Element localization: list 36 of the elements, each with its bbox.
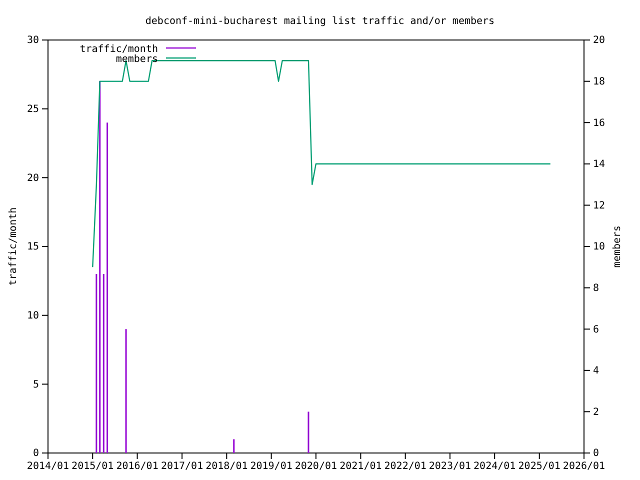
y2-tick-label: 8 — [593, 283, 600, 294]
x-tick-label: 2024/01 — [474, 461, 516, 472]
y2-tick-label: 20 — [593, 35, 606, 46]
x-tick-label: 2018/01 — [206, 461, 248, 472]
x-tick-label: 2015/01 — [72, 461, 114, 472]
y2-tick-label: 2 — [593, 406, 600, 418]
y2-tick-label: 0 — [593, 448, 600, 460]
y-axis-title: traffic/month — [8, 207, 19, 286]
x-tick-label: 2022/01 — [384, 461, 426, 472]
y-tick-label: 10 — [26, 310, 39, 322]
y-tick-label: 15 — [26, 242, 39, 253]
legend-label: members — [116, 54, 158, 65]
y-tick-label: 20 — [26, 172, 39, 184]
x-tick-label: 2025/01 — [518, 461, 560, 472]
y-tick-label: 5 — [32, 379, 39, 390]
legend-label: traffic/month — [80, 44, 158, 55]
y2-tick-label: 14 — [593, 159, 606, 170]
x-tick-label: 2017/01 — [160, 461, 204, 472]
x-tick-label: 2023/01 — [428, 461, 472, 472]
y2-tick-label: 18 — [593, 76, 606, 88]
y-tick-label: 30 — [26, 35, 39, 46]
chart-title: debconf-mini-bucharest mailing list traffic and/or members — [145, 16, 495, 27]
y2-tick-label: 16 — [593, 118, 606, 129]
x-tick-label: 2016/01 — [116, 461, 158, 472]
y-tick-label: 25 — [26, 104, 39, 116]
y2-tick-label: 4 — [593, 366, 600, 377]
x-tick-label: 2019/01 — [250, 461, 292, 472]
x-tick-label: 2014/01 — [26, 461, 70, 472]
y2-tick-label: 10 — [593, 242, 606, 253]
y-tick-label: 0 — [32, 448, 39, 460]
y2-tick-label: 6 — [593, 324, 600, 336]
y2-tick-label: 12 — [593, 200, 606, 212]
y2-axis-title: members — [612, 225, 623, 268]
x-tick-label: 2026/01 — [562, 461, 606, 472]
x-tick-label: 2020/01 — [294, 461, 338, 472]
x-tick-label: 2021/01 — [340, 461, 382, 472]
